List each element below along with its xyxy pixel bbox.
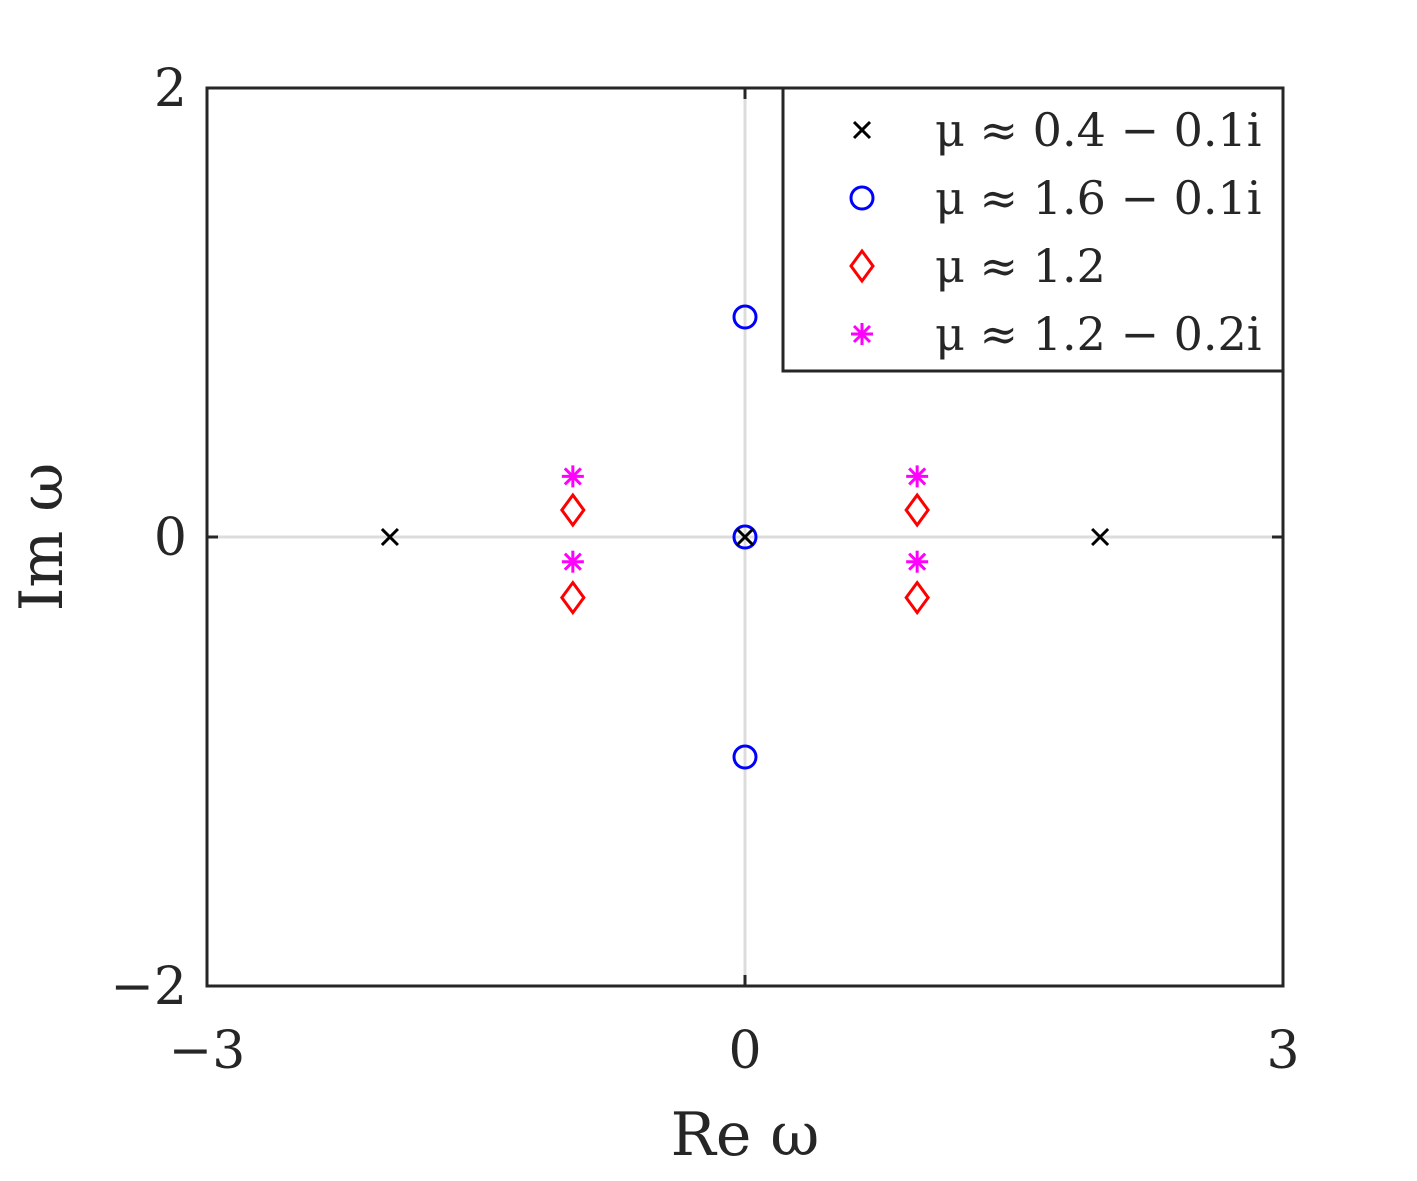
x-tick-label: 3	[1266, 1021, 1299, 1081]
point-asterisk-marker	[561, 550, 584, 573]
legend-entry: μ ≈ 1.2	[849, 239, 1106, 293]
point-diamond-marker	[904, 492, 931, 528]
point-asterisk-marker	[906, 550, 929, 573]
point-x-marker	[1091, 527, 1110, 547]
y-tick-label: −2	[110, 957, 187, 1017]
x-axis-label: Re ω	[671, 1100, 820, 1170]
point-asterisk-marker	[906, 465, 929, 488]
legend-entry: μ ≈ 1.6 − 0.1i	[849, 171, 1262, 225]
y-tick-label: 2	[154, 59, 187, 119]
legend-marker-x-icon	[852, 120, 872, 140]
legend-label: μ ≈ 1.6 − 0.1i	[935, 171, 1262, 225]
legend-entry: μ ≈ 1.2 − 0.2i	[851, 307, 1262, 361]
point-x-marker	[735, 527, 755, 547]
legend-marker-diamond-icon	[849, 248, 875, 284]
legend-label: μ ≈ 1.2 − 0.2i	[935, 307, 1262, 361]
tick-labels: −3 0 3 −2 0 2	[110, 59, 1299, 1081]
legend: μ ≈ 0.4 − 0.1i μ ≈ 1.6 − 0.1i μ ≈ 1.2 μ ≈ 1…	[781, 86, 1285, 373]
point-asterisk-marker	[561, 465, 584, 488]
point-circle-marker	[732, 744, 758, 770]
point-diamond-marker	[559, 492, 586, 528]
legend-entry: μ ≈ 0.4 − 0.1i	[852, 103, 1262, 157]
legend-label: μ ≈ 0.4 − 0.1i	[935, 103, 1262, 157]
legend-marker-asterisk-icon	[851, 323, 873, 345]
point-circle-marker	[732, 524, 758, 550]
legend-marker-circle-icon	[849, 185, 875, 211]
legend-entries: μ ≈ 0.4 − 0.1i μ ≈ 1.6 − 0.1i μ ≈ 1.2 μ ≈ 1…	[849, 103, 1262, 361]
y-axis-label: Im ω	[7, 463, 77, 612]
legend-label: μ ≈ 1.2	[935, 239, 1106, 293]
x-tick-label: 0	[728, 1021, 761, 1081]
data-points	[380, 304, 1110, 770]
point-diamond-marker	[904, 580, 931, 616]
point-diamond-marker	[559, 580, 586, 616]
point-x-marker	[380, 527, 399, 547]
y-tick-label: 0	[154, 508, 187, 568]
x-tick-label: −3	[169, 1021, 246, 1081]
point-circle-marker	[732, 304, 758, 330]
